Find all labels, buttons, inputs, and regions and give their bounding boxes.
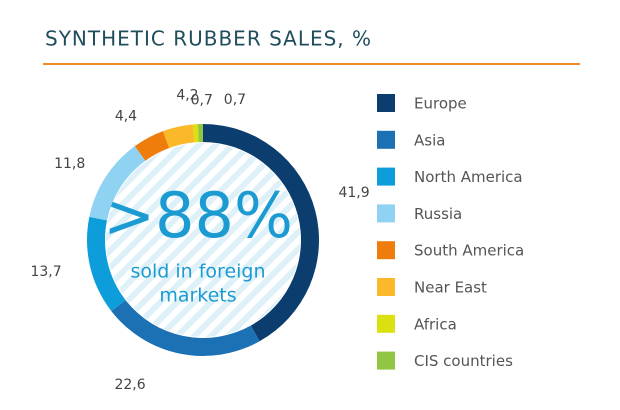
- donut-segment: [134, 131, 170, 161]
- value-label: 4,4: [115, 108, 137, 124]
- value-label: 0,7: [224, 92, 246, 108]
- center-disc: [106, 143, 300, 337]
- donut-segment: [163, 124, 195, 149]
- legend-label: Near East: [414, 279, 487, 297]
- center-figure: >88%: [103, 179, 293, 252]
- legend-swatch: [377, 241, 395, 260]
- donut-segment: [89, 146, 146, 221]
- donut-segment: [111, 300, 260, 356]
- value-label: 0,7: [191, 92, 213, 108]
- legend-label: North America: [414, 168, 523, 186]
- legend-swatch: [377, 167, 395, 186]
- center-caption: markets: [159, 285, 236, 307]
- donut-segment: [197, 124, 203, 143]
- legend-label: Africa: [414, 315, 457, 333]
- value-label: 41,9: [338, 185, 369, 201]
- legend-label: Asia: [414, 131, 445, 149]
- value-label: 4,2: [176, 87, 198, 103]
- donut-segment: [203, 124, 319, 342]
- legend-label: Russia: [414, 205, 462, 223]
- legend-swatch: [377, 278, 395, 296]
- center-caption: sold in foreign: [130, 261, 265, 283]
- legend-label: South America: [414, 242, 524, 260]
- legend-swatch: [377, 351, 395, 370]
- donut-segment: [192, 124, 199, 143]
- chart-title: SYNTHETIC RUBBER SALES, %: [45, 27, 372, 51]
- value-label: 22,6: [114, 377, 145, 393]
- value-label: 11,8: [54, 156, 85, 172]
- legend-label: Europe: [414, 95, 467, 113]
- legend-swatch: [377, 314, 395, 333]
- value-label: 13,7: [30, 264, 61, 280]
- legend-label: CIS countries: [414, 352, 513, 370]
- legend-swatch: [377, 94, 395, 112]
- legend-swatch: [377, 130, 395, 149]
- donut-segment: [87, 216, 126, 312]
- legend-swatch: [377, 204, 395, 223]
